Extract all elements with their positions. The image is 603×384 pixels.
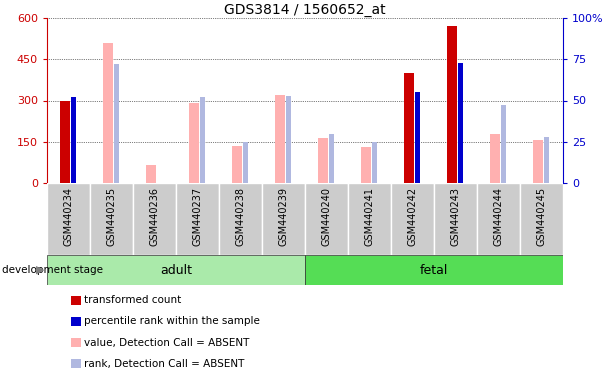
Bar — [71, 97, 76, 183]
Text: value, Detection Call = ABSENT: value, Detection Call = ABSENT — [84, 338, 250, 348]
Bar — [329, 134, 334, 183]
Bar — [544, 137, 549, 183]
Bar — [458, 63, 463, 183]
Text: GSM440243: GSM440243 — [450, 187, 461, 246]
Text: GSM440241: GSM440241 — [364, 187, 374, 246]
Bar — [146, 165, 156, 183]
Bar — [176, 183, 219, 255]
Text: GSM440235: GSM440235 — [107, 187, 116, 246]
Text: GSM440245: GSM440245 — [537, 187, 546, 246]
Bar — [305, 255, 563, 285]
Text: GSM440237: GSM440237 — [192, 187, 203, 246]
Text: transformed count: transformed count — [84, 295, 182, 305]
Bar — [262, 183, 305, 255]
Bar — [275, 95, 285, 183]
Bar — [403, 73, 414, 183]
Bar — [47, 255, 305, 285]
Bar — [103, 43, 113, 183]
Bar — [200, 97, 205, 183]
Title: GDS3814 / 1560652_at: GDS3814 / 1560652_at — [224, 3, 386, 17]
Bar — [361, 147, 371, 183]
Bar — [532, 141, 543, 183]
Text: adult: adult — [160, 263, 192, 276]
Text: percentile rank within the sample: percentile rank within the sample — [84, 316, 260, 326]
Bar — [90, 183, 133, 255]
Bar — [243, 142, 248, 183]
Text: GSM440244: GSM440244 — [493, 187, 504, 246]
Text: development stage: development stage — [2, 265, 103, 275]
Bar — [114, 64, 119, 183]
Text: GSM440238: GSM440238 — [236, 187, 245, 246]
Bar — [133, 183, 176, 255]
Bar — [219, 183, 262, 255]
Bar — [189, 103, 200, 183]
Text: rank, Detection Call = ABSENT: rank, Detection Call = ABSENT — [84, 359, 245, 369]
Text: GSM440236: GSM440236 — [150, 187, 160, 246]
Text: GSM440239: GSM440239 — [279, 187, 288, 246]
Bar — [391, 183, 434, 255]
Bar — [318, 137, 329, 183]
Text: GSM440234: GSM440234 — [63, 187, 74, 246]
Bar — [501, 106, 507, 183]
Bar — [434, 183, 477, 255]
Bar — [520, 183, 563, 255]
Bar — [372, 142, 377, 183]
Bar — [286, 96, 291, 183]
Bar — [60, 101, 71, 183]
Bar — [447, 26, 458, 183]
Bar — [415, 92, 420, 183]
Bar — [348, 183, 391, 255]
Bar — [490, 134, 500, 183]
Bar — [305, 183, 348, 255]
Bar — [477, 183, 520, 255]
Text: fetal: fetal — [420, 263, 448, 276]
Text: ▶: ▶ — [36, 265, 44, 275]
Text: GSM440240: GSM440240 — [321, 187, 332, 246]
Bar — [232, 146, 242, 183]
Text: GSM440242: GSM440242 — [408, 187, 417, 246]
Bar — [47, 183, 90, 255]
